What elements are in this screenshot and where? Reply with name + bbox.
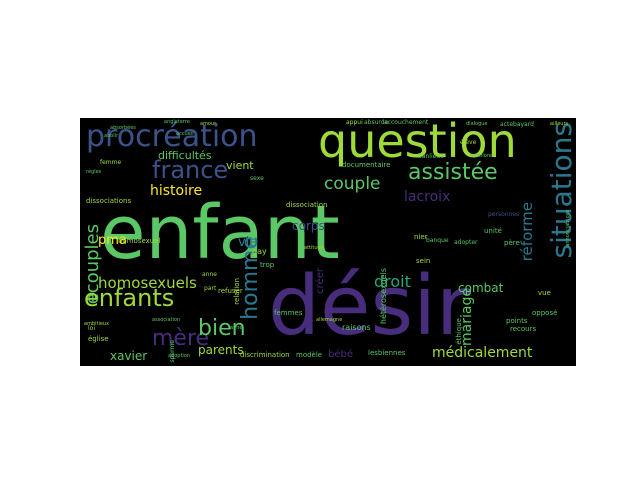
word: france — [152, 156, 229, 184]
word: ambitieux — [84, 321, 110, 327]
word: élève — [460, 139, 477, 146]
word: assistée — [408, 160, 498, 185]
word: trop — [260, 261, 275, 269]
word: vue — [538, 289, 551, 297]
word: dialogue — [466, 121, 488, 127]
word: médicalement — [432, 345, 533, 361]
word: points — [506, 317, 528, 325]
word: adoption — [168, 353, 191, 359]
word: vient — [226, 159, 254, 172]
word: opposé — [532, 309, 558, 317]
word: procréation — [86, 119, 258, 154]
word: banlieue — [418, 153, 444, 160]
word: loi — [88, 325, 96, 332]
word: enfant — [100, 190, 340, 276]
word: église — [88, 335, 109, 343]
word: dissociations — [86, 197, 132, 205]
word: combat — [458, 281, 504, 295]
word: amour — [200, 121, 217, 127]
word: règles — [86, 169, 102, 175]
word: documentaire — [342, 161, 391, 169]
word: annonciatrices — [565, 210, 571, 247]
word: allemagne — [316, 317, 343, 323]
word: recours — [510, 325, 537, 333]
word: bébé — [328, 349, 353, 360]
word: association — [152, 317, 181, 323]
word: bien — [198, 316, 246, 341]
word: question — [318, 118, 517, 168]
word: attitude — [304, 245, 324, 251]
word: sexe — [250, 175, 264, 182]
word: nier — [414, 233, 428, 241]
word: raisons — [342, 323, 371, 332]
word: actebayard — [500, 121, 534, 128]
word: abolir — [104, 133, 119, 139]
word: histoire — [150, 183, 203, 199]
word: enfants — [84, 284, 175, 312]
word: accueil — [176, 131, 194, 137]
word: vie — [238, 235, 258, 250]
word: banque — [426, 237, 449, 244]
word: absurde — [364, 119, 389, 126]
word: appui — [346, 119, 363, 126]
word: part — [204, 285, 217, 292]
word: sperme — [169, 340, 176, 363]
word: ailleurs — [550, 121, 569, 127]
word: père — [504, 239, 520, 247]
word: sein — [416, 257, 431, 265]
word: difficultés — [158, 149, 212, 162]
word: créer — [315, 268, 326, 294]
word: éthique — [455, 318, 463, 345]
word: femme — [100, 159, 122, 166]
word: unité — [484, 227, 502, 235]
word: dissociation — [286, 201, 328, 209]
word: angleterre — [164, 119, 190, 125]
word: femmes — [274, 309, 303, 317]
word: couple — [324, 174, 381, 194]
word: refuser — [218, 287, 243, 295]
word: aime — [230, 325, 243, 331]
word: accouchement — [384, 119, 429, 126]
word: modèle — [296, 351, 323, 359]
word: homosexuels — [98, 274, 197, 292]
word: situations — [545, 122, 576, 259]
word: parents — [198, 343, 244, 357]
word: anne — [202, 271, 217, 278]
word: désir — [268, 259, 470, 354]
word: corps — [292, 219, 325, 233]
word: droit — [374, 272, 411, 291]
word: xavier — [110, 349, 148, 363]
word: pma — [98, 233, 127, 248]
word-cloud: enfant désir question procréation situat… — [80, 118, 576, 366]
word: personnes — [488, 211, 520, 218]
word: absorbées — [110, 125, 136, 131]
word: discrimination — [240, 351, 290, 359]
word: lesbiennes — [368, 349, 406, 357]
word: réforme — [518, 202, 536, 262]
word: hétérosexuels — [379, 268, 388, 325]
word: adopter — [454, 239, 478, 246]
word: homosexuel — [118, 237, 161, 245]
word: lacroix — [404, 189, 451, 205]
word: gay — [252, 247, 267, 256]
word: améliorer — [470, 153, 494, 159]
word: mère — [152, 326, 210, 351]
